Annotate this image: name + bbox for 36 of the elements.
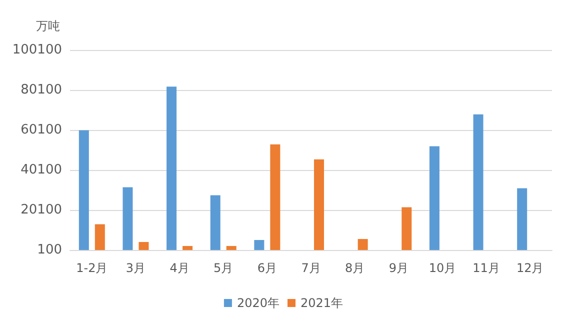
- bar: [94, 224, 105, 250]
- bar: [166, 86, 177, 250]
- bar: [254, 240, 264, 250]
- y-tick-label: 100: [37, 242, 62, 258]
- y-tick-label: 100100: [12, 42, 62, 58]
- bar: [122, 187, 133, 250]
- bar: [473, 114, 484, 250]
- bar: [402, 207, 412, 250]
- x-tick-label: 12月: [516, 261, 544, 275]
- x-tick-label: 5月: [214, 261, 234, 275]
- y-tick-label: 20100: [20, 202, 62, 218]
- x-tick-label: 7月: [301, 261, 321, 275]
- x-tick-label: 1-2月: [76, 261, 108, 275]
- y-tick-label: 80100: [20, 82, 62, 98]
- bar: [210, 195, 220, 250]
- bar: [78, 130, 89, 250]
- x-tick-label: 3月: [126, 261, 146, 275]
- bar: [358, 239, 368, 250]
- bar: [226, 246, 236, 250]
- x-tick-label: 6月: [257, 261, 277, 275]
- legend-label: 2020年: [236, 296, 280, 310]
- x-tick-label: 8月: [345, 261, 365, 275]
- bar: [138, 242, 149, 250]
- x-tick-label: 10月: [428, 261, 456, 275]
- x-tick-label: 11月: [472, 261, 500, 275]
- x-tick-label: 9月: [388, 261, 408, 275]
- x-tick-label: 4月: [170, 261, 190, 275]
- y-axis-title: 万吨: [36, 19, 60, 33]
- bar: [182, 246, 193, 250]
- legend-label: 2021年: [300, 296, 344, 310]
- bar: [270, 144, 280, 250]
- bar: [517, 188, 528, 250]
- bar: [429, 146, 440, 250]
- y-tick-label: 60100: [20, 122, 62, 138]
- y-tick-label: 40100: [20, 162, 62, 178]
- bar: [314, 159, 324, 250]
